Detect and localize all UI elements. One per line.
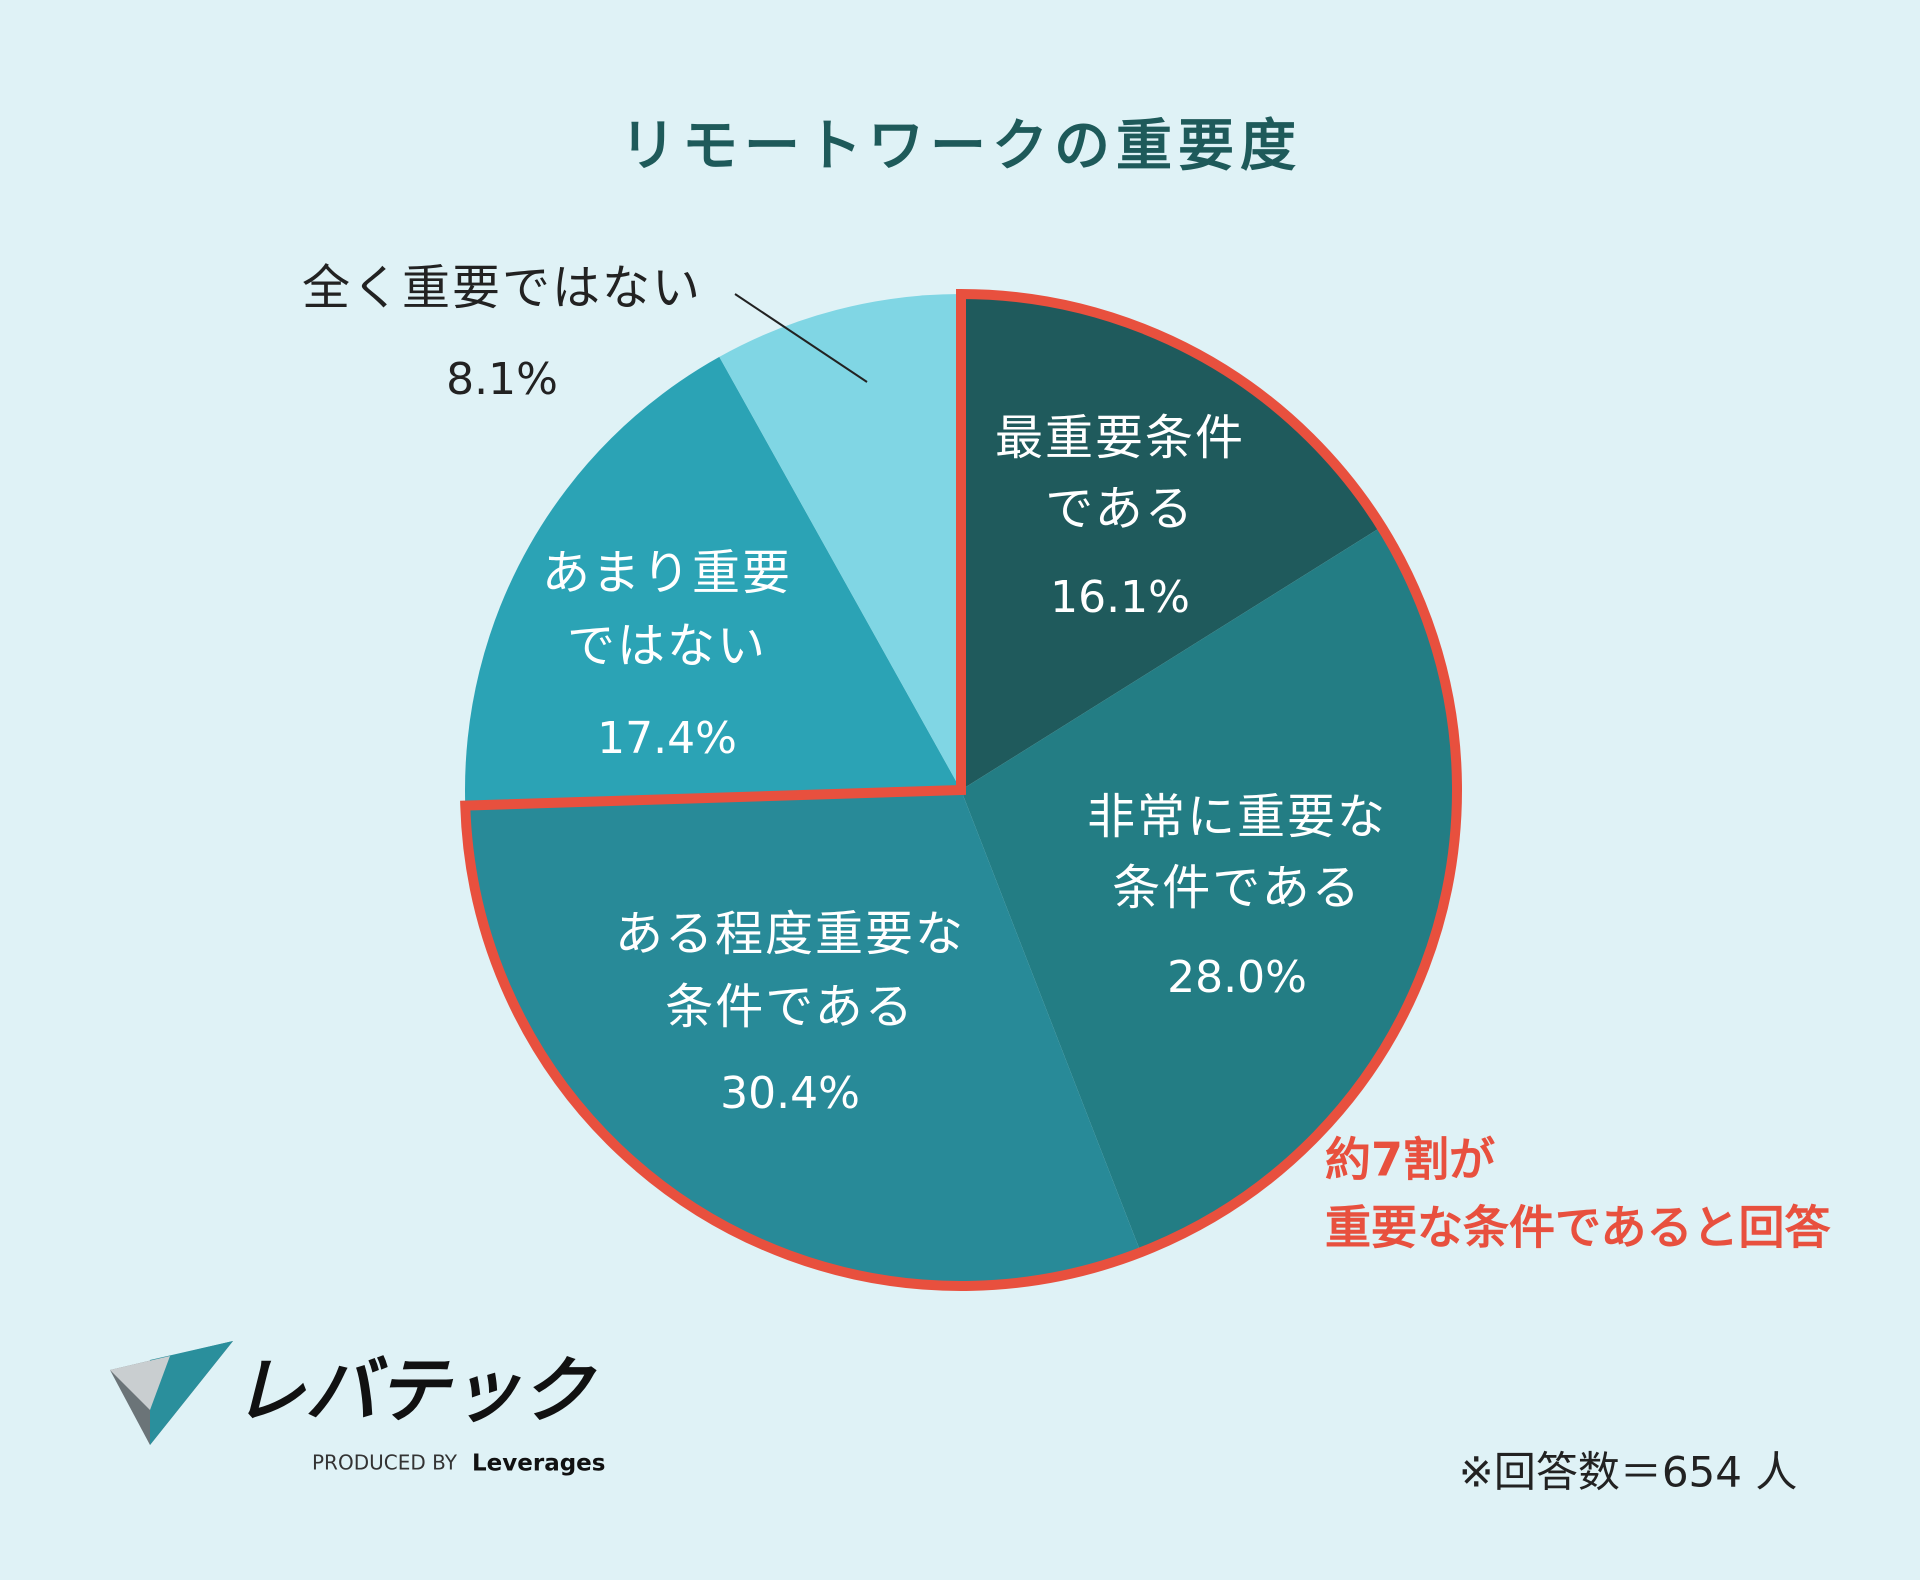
slice-label: ある程度重要な: [615, 906, 965, 962]
note: ※回答数＝654 人: [1459, 1448, 1798, 1497]
slice-label: 最重要条件: [995, 410, 1245, 466]
pie-slice: [961, 294, 1382, 790]
highlight-outline: [460, 288, 1462, 1291]
logo: レバテック PRODUCED BY Leverages: [110, 1341, 605, 1477]
value-label: 28.0%: [1167, 952, 1307, 1003]
slice-label: 条件である: [665, 979, 915, 1035]
value-label: 17.4%: [597, 713, 737, 764]
value-label: 8.1%: [446, 354, 558, 405]
slice-label: 全く重要ではない: [302, 260, 702, 316]
logo-tagline: Leverages: [472, 1451, 605, 1477]
chart-title: リモートワークの重要度: [620, 114, 1302, 179]
annotation: 約7割が: [1325, 1133, 1495, 1187]
pie-slice: [961, 526, 1457, 1253]
logo-mark: [110, 1356, 170, 1410]
value-label: 16.1%: [1050, 572, 1190, 623]
value-label: 30.4%: [720, 1068, 860, 1119]
logo-mark: [150, 1341, 233, 1445]
slice-label: である: [1045, 481, 1195, 537]
pie-slice: [719, 294, 961, 790]
slice-label: ではない: [567, 618, 767, 674]
slice-label: 非常に重要な: [1087, 789, 1387, 845]
annotation: 重要な条件であると回答: [1325, 1201, 1832, 1255]
slice-label: あまり重要: [542, 545, 792, 601]
logo-name: レバテック: [233, 1349, 597, 1433]
leader-line: [734, 293, 868, 383]
logo-tagline: PRODUCED BY: [312, 1451, 458, 1475]
slice-label: 条件である: [1112, 860, 1362, 916]
pie-slice: [465, 356, 961, 806]
